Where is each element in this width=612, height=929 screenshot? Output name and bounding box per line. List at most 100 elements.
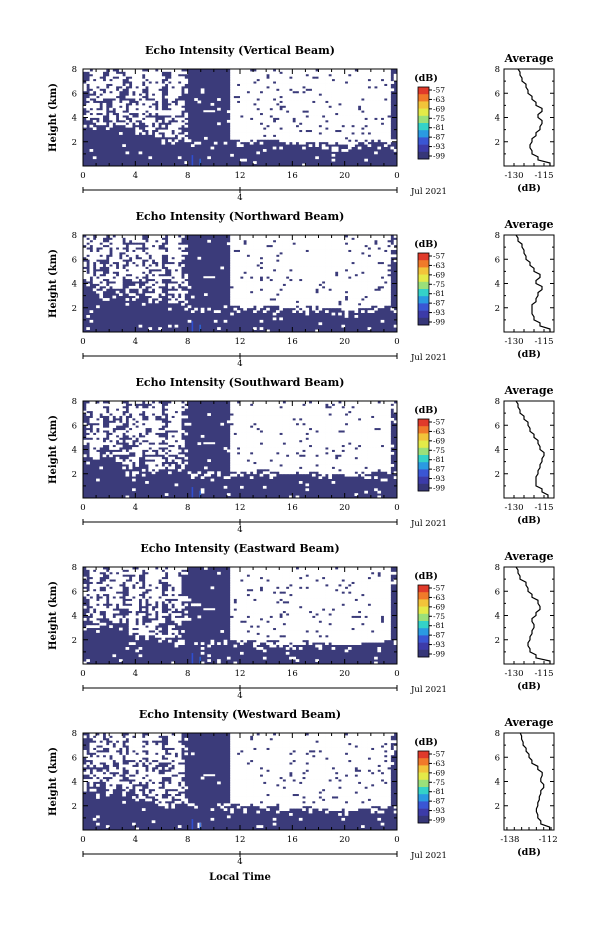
no-echo-cell (387, 100, 391, 104)
no-echo-cell (164, 439, 169, 443)
no-echo-cell (210, 102, 215, 106)
no-echo-cell (305, 244, 310, 248)
no-echo-cell (282, 239, 287, 243)
no-echo-cell (259, 107, 264, 111)
no-echo-cell (259, 403, 264, 407)
no-echo-cell (331, 110, 336, 114)
no-echo-cell (168, 69, 172, 72)
no-echo-cell (318, 237, 323, 241)
no-echo-cell (279, 271, 283, 275)
no-echo-cell (230, 244, 234, 248)
no-echo-cell (259, 102, 264, 106)
no-echo-cell (302, 285, 306, 289)
no-echo-cell (262, 425, 267, 429)
no-echo-cell (174, 290, 179, 294)
no-echo-cell (243, 425, 247, 429)
no-echo-cell (171, 110, 175, 114)
no-echo-cell (347, 266, 352, 270)
no-echo-cell (341, 93, 346, 97)
no-echo-cell (256, 136, 261, 140)
no-echo-cell (135, 422, 139, 426)
no-echo-cell (279, 78, 283, 82)
no-echo-cell (305, 268, 310, 272)
no-echo-cell (145, 100, 149, 104)
no-echo-cell (246, 413, 251, 416)
no-echo-cell (236, 434, 241, 438)
no-echo-cell (315, 88, 319, 92)
no-echo-cell (226, 110, 231, 114)
no-echo-cell (207, 471, 211, 475)
no-echo-cell (262, 119, 267, 123)
no-echo-cell (269, 242, 274, 246)
no-echo-cell (374, 139, 378, 143)
no-echo-cell (86, 98, 90, 101)
no-echo-cell (334, 98, 339, 101)
no-echo-cell (171, 237, 175, 241)
no-echo-cell (174, 278, 179, 282)
no-echo-cell (240, 158, 244, 162)
no-echo-cell (383, 235, 388, 238)
no-echo-cell (168, 447, 172, 450)
no-echo-cell (92, 413, 97, 416)
no-echo-cell (341, 298, 346, 301)
no-echo-cell (370, 302, 375, 306)
no-echo-cell (308, 122, 313, 126)
no-echo-cell (174, 247, 179, 250)
no-echo-cell (177, 273, 182, 277)
no-echo-cell (321, 276, 326, 280)
no-echo-cell (295, 244, 300, 248)
no-echo-cell (367, 327, 372, 330)
no-echo-cell (351, 264, 355, 267)
no-echo-cell (96, 76, 100, 80)
no-echo-cell (308, 300, 313, 304)
no-echo-cell (279, 76, 283, 80)
no-echo-cell (380, 112, 385, 116)
no-echo-cell (377, 110, 382, 114)
no-echo-cell (240, 459, 244, 463)
no-echo-cell (177, 278, 182, 282)
no-echo-cell (321, 139, 326, 143)
no-echo-cell (275, 273, 280, 277)
no-echo-cell (272, 266, 277, 270)
no-echo-cell (302, 98, 306, 101)
no-echo-cell (184, 78, 189, 82)
no-echo-cell (259, 439, 264, 443)
no-echo-cell (181, 107, 185, 111)
no-echo-cell (289, 127, 293, 131)
no-echo-cell (230, 283, 234, 287)
no-echo-cell (138, 254, 143, 258)
no-echo-cell (243, 139, 247, 143)
no-echo-cell (308, 302, 313, 306)
no-echo-cell (308, 78, 313, 82)
no-echo-cell (308, 139, 313, 143)
no-echo-cell (240, 256, 244, 260)
no-echo-cell (151, 293, 156, 297)
no-echo-cell (181, 408, 185, 412)
no-echo-cell (315, 235, 319, 238)
no-echo-cell (308, 235, 313, 238)
no-echo-cell (357, 100, 362, 104)
no-echo-cell (262, 285, 267, 289)
no-echo-cell (344, 310, 349, 313)
no-echo-cell (269, 110, 274, 114)
no-echo-cell (230, 132, 234, 135)
no-echo-cell (243, 237, 247, 241)
no-echo-cell (364, 90, 368, 94)
no-echo-cell (233, 71, 238, 75)
no-echo-cell (370, 249, 375, 253)
no-echo-cell (154, 110, 159, 114)
no-echo-cell (246, 136, 251, 140)
no-echo-cell (361, 247, 365, 250)
no-echo-cell (298, 247, 303, 250)
no-echo-cell (243, 266, 247, 270)
no-echo-cell (377, 295, 382, 299)
no-echo-cell (135, 69, 139, 72)
no-echo-cell (249, 434, 254, 438)
no-echo-cell (125, 288, 130, 292)
no-echo-cell (383, 136, 388, 140)
no-echo-cell (223, 319, 228, 323)
no-echo-cell (325, 85, 329, 89)
no-echo-cell (364, 127, 368, 131)
no-echo-cell (331, 95, 336, 99)
no-echo-cell (148, 444, 153, 448)
